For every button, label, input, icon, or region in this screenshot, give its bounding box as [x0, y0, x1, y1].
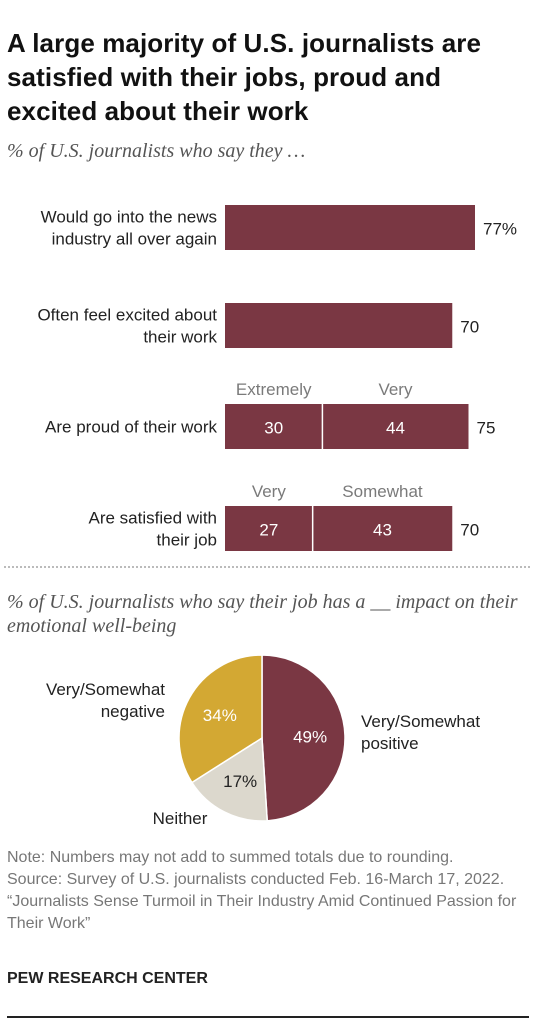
- slice-value-label: 17%: [223, 772, 257, 791]
- notes: Note: Numbers may not add to summed tota…: [7, 847, 535, 935]
- total-value-label: 77%: [483, 220, 517, 239]
- bottom-rule: [7, 1016, 529, 1018]
- segment-name-label: Very: [252, 482, 287, 501]
- bar: [225, 303, 453, 348]
- bar-chart: Would go into the news industry all over …: [37, 205, 517, 551]
- bar-segment: [322, 404, 469, 449]
- segment-value-label: 43: [373, 521, 392, 540]
- bar-segment: [312, 506, 453, 551]
- total-value-label: 70: [460, 521, 479, 540]
- segment-name-label: Extremely: [236, 380, 312, 399]
- bar: [225, 205, 475, 250]
- slice-name-label: Neither: [153, 809, 208, 828]
- section-divider: [4, 566, 530, 568]
- slice-name-label: Very/Somewhat negative: [46, 680, 165, 721]
- pie-slice: [261, 654, 346, 822]
- row-label: Would go into the news industry all over …: [41, 208, 217, 249]
- row-label: Are satisfied with their job: [89, 509, 218, 550]
- total-value-label: 75: [477, 419, 496, 438]
- slice-value-label: 49%: [293, 727, 327, 746]
- slice-name-label: Very/Somewhat positive: [361, 712, 480, 753]
- total-value-label: 70: [460, 318, 479, 337]
- pie-slice: [190, 736, 269, 822]
- report-title-text: “Journalists Sense Turmoil in Their Indu…: [7, 893, 517, 932]
- note-text: Note: Numbers may not add to summed tota…: [7, 849, 454, 866]
- chart-title: A large majority of U.S. journalists are…: [7, 28, 482, 126]
- segment-name-label: Very: [378, 380, 413, 399]
- segment-value-label: 44: [386, 419, 405, 438]
- row-label: Are proud of their work: [45, 418, 217, 437]
- bar-chart-subtitle: % of U.S. journalists who say they …: [7, 140, 306, 162]
- bar-segment: [225, 404, 323, 449]
- row-label: Often feel excited about their work: [37, 306, 217, 347]
- slice-value-label: 34%: [203, 706, 237, 725]
- pie-chart: 49% 17% 34% Very/Somewhat positive Neither Ver…: [46, 654, 480, 828]
- pie-chart-subtitle: % of U.S. journalists who say their job …: [7, 591, 518, 637]
- segment-value-label: 27: [259, 521, 278, 540]
- brand-logo-text: PEW RESEARCH CENTER: [7, 970, 208, 987]
- segment-name-label: Somewhat: [342, 482, 423, 501]
- pie-slice: [178, 654, 263, 784]
- bar-segment: [225, 506, 313, 551]
- segment-value-label: 30: [264, 419, 283, 438]
- source-text: Source: Survey of U.S. journalists condu…: [7, 871, 505, 888]
